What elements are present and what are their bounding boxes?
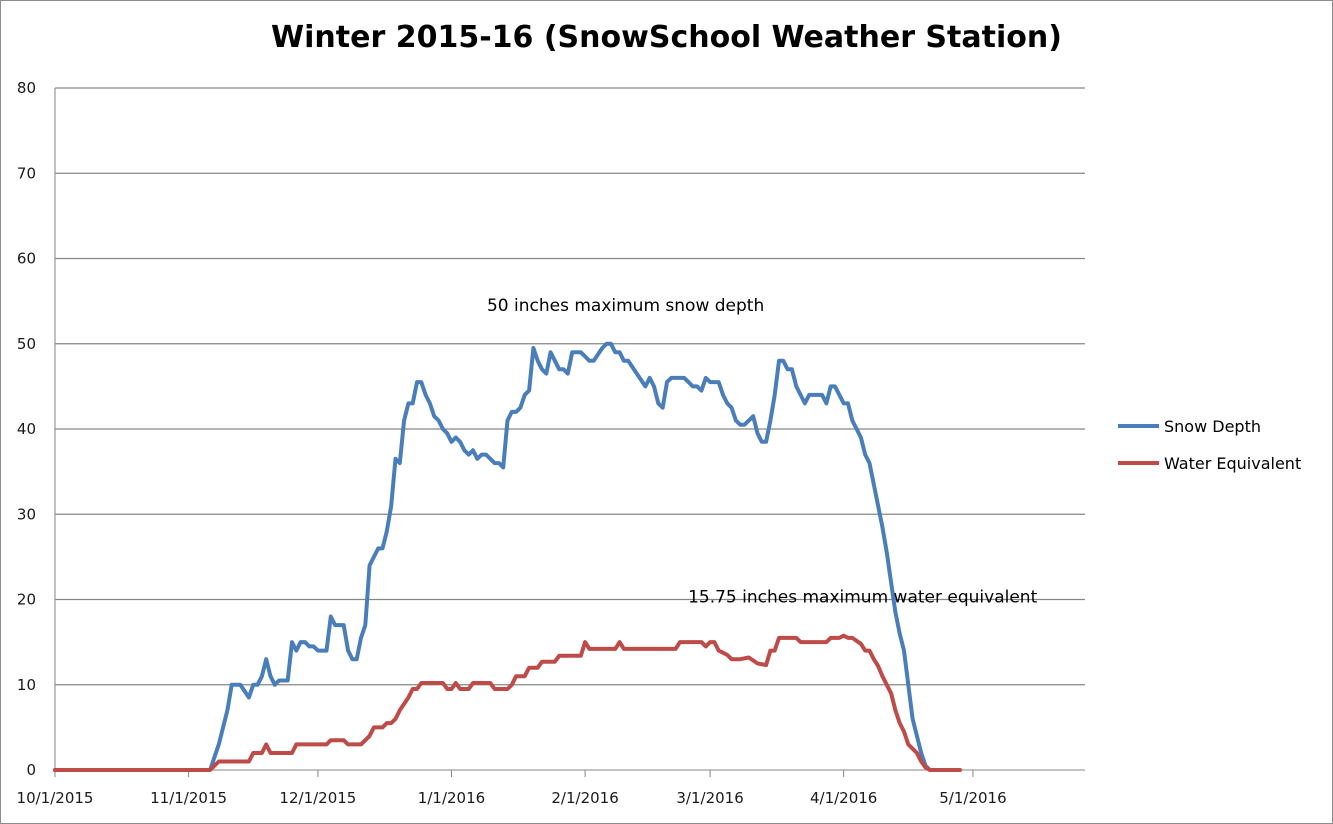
annotations: 50 inches maximum snow depth 15.75 inches… (487, 296, 1038, 608)
x-tick-label: 5/1/2016 (939, 789, 1006, 807)
x-tick-label: 11/1/2015 (150, 789, 227, 807)
annotation-label: 15.75 inches maximum water equivalent (688, 588, 1037, 608)
water-equivalent-line (53, 633, 962, 772)
axes (54, 88, 1085, 771)
snow-depth-line (53, 341, 950, 772)
annotation-label: 50 inches maximum snow depth (487, 296, 764, 316)
y-tick-label: 40 (17, 420, 36, 438)
x-tick-label: 10/1/2015 (17, 789, 94, 807)
legend: Snow Depth Water Equivalent (1118, 417, 1301, 473)
y-tick-label: 70 (17, 164, 36, 182)
y-tick-label: 10 (17, 676, 36, 694)
x-tick-label: 3/1/2016 (676, 789, 743, 807)
y-tick-label: 20 (17, 591, 36, 609)
y-tick-label: 80 (17, 79, 36, 97)
x-tick-label: 12/1/2015 (279, 789, 356, 807)
legend-label-snow-depth: Snow Depth (1164, 417, 1261, 436)
y-tick-label: 30 (17, 505, 36, 523)
y-tick-label: 0 (26, 761, 36, 779)
x-tick-label: 1/1/2016 (418, 789, 485, 807)
x-tick-label: 2/1/2016 (551, 789, 618, 807)
chart-title: Winter 2015-16 (SnowSchool Weather Stati… (271, 20, 1062, 55)
y-tick-label: 50 (17, 335, 36, 353)
legend-label-water-equivalent: Water Equivalent (1164, 454, 1301, 473)
x-tick-label: 4/1/2016 (810, 789, 877, 807)
x-tick-labels: 10/1/2015 11/1/2015 12/1/2015 1/1/2016 2/1/2… (17, 770, 1007, 807)
series-lines (53, 341, 962, 772)
y-tick-label: 60 (17, 250, 36, 268)
y-tick-labels: 0 10 20 30 40 50 60 70 80 (17, 79, 36, 779)
gridlines (55, 87, 1085, 686)
